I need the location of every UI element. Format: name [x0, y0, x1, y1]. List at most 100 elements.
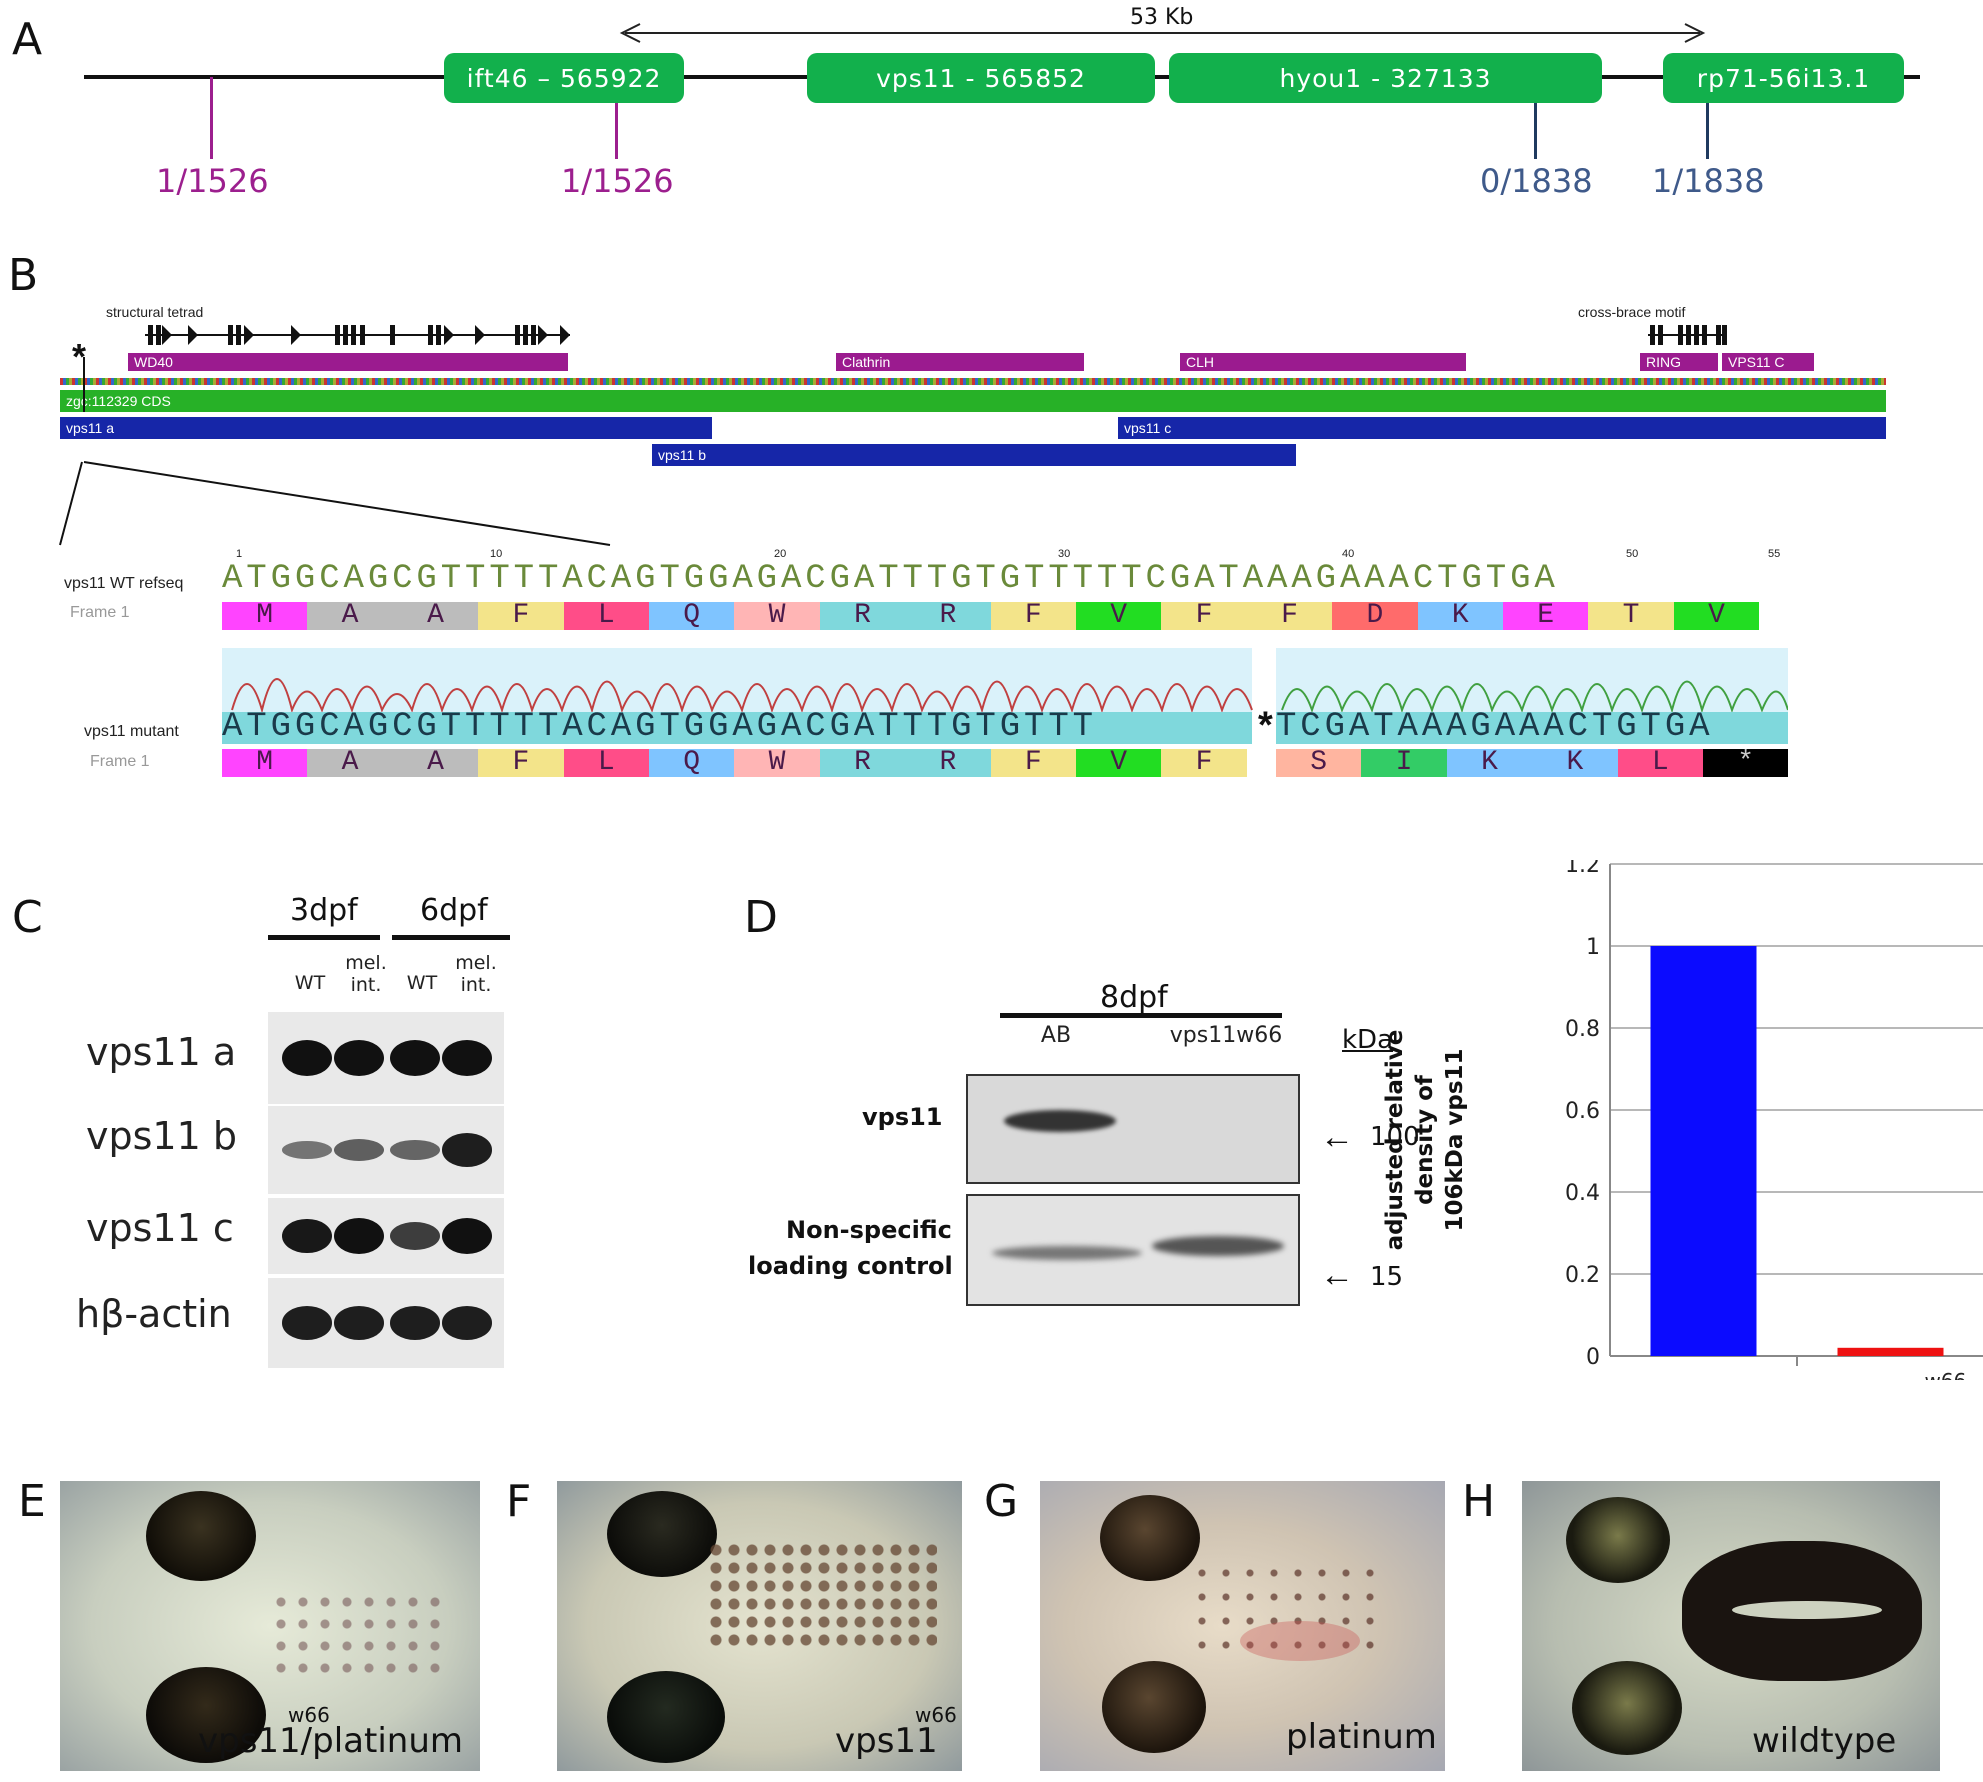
blot-stage: 8dpf — [1100, 980, 1168, 1015]
marker-arrow-100: ← — [1320, 1118, 1354, 1156]
x-category-superscript: w66 — [1925, 1369, 1967, 1380]
loading-band — [992, 1246, 1142, 1260]
zoom-lines — [59, 357, 611, 546]
y-tick-label: 0.6 — [1565, 1099, 1600, 1124]
stage-3dpf: 3dpf — [290, 893, 358, 928]
domain-clathrin: Clathrin — [836, 353, 1084, 371]
y-tick-label: 0.8 — [1565, 1017, 1600, 1042]
amino-acid-cell: K — [1446, 749, 1533, 777]
amino-acid-cell: I — [1361, 749, 1447, 777]
marker-tick-1 — [210, 77, 213, 159]
gel-band — [442, 1133, 492, 1167]
amino-acid-cell: A — [307, 749, 393, 777]
y-tick-label: 0.2 — [1565, 1263, 1600, 1288]
gut-pigment — [1240, 1621, 1360, 1661]
bar — [1837, 1347, 1944, 1356]
mutant-aa-track-2: S I K K L * — [1276, 749, 1789, 777]
panel-d-letter: D — [744, 892, 778, 943]
chart-area: 00.20.40.60.811.2ABvps11w66 — [1554, 853, 1983, 1408]
gel-band — [282, 1040, 332, 1076]
mutation-site-asterisk: * — [1254, 708, 1277, 751]
gene-vps11: vps11 - 565852 — [807, 53, 1155, 103]
eye — [146, 1491, 256, 1581]
cds-bar: zgc:112329 CDS — [60, 390, 1886, 412]
photo-caption: vps11 — [835, 1721, 938, 1761]
amino-acid-cell: R — [905, 602, 991, 630]
amino-acid-cell: L — [563, 602, 649, 630]
recombinant-label: 1/1526 — [156, 162, 269, 200]
amino-acid-cell: * — [1703, 749, 1789, 777]
amino-acid-cell: T — [1588, 602, 1674, 630]
bar-chart: 00.20.40.60.811.2ABvps11w66 — [1565, 853, 1983, 1408]
panel-e-letter: E — [18, 1476, 46, 1527]
eye — [607, 1491, 717, 1577]
gel-band — [390, 1040, 440, 1076]
amino-acid-cell: D — [1332, 602, 1418, 630]
fragment-vps11b: vps11 b — [652, 444, 1296, 466]
amino-acid-cell: A — [392, 602, 479, 630]
sequence-ruler — [60, 378, 1886, 385]
bar — [1650, 946, 1757, 1356]
recombinant-label: 0/1838 — [1480, 162, 1593, 200]
domain-vps11c: VPS11 C — [1722, 353, 1814, 371]
gel-band — [334, 1040, 384, 1076]
stage-bar-3dpf — [268, 935, 380, 940]
amino-acid-cell: Q — [649, 602, 735, 630]
marker-arrow-15: ← — [1320, 1256, 1354, 1294]
eye — [1566, 1497, 1670, 1583]
larva-photo-g: platinum — [1040, 1481, 1445, 1771]
lane-label: mel. int. — [345, 952, 387, 996]
gel-band — [442, 1040, 492, 1076]
amino-acid-cell: E — [1503, 602, 1589, 630]
amino-acid-cell: F — [1246, 602, 1333, 630]
gel-row-label: hβ-actin — [76, 1292, 232, 1336]
amino-acid-cell: V — [1076, 602, 1162, 630]
gel-band — [334, 1218, 384, 1254]
panel-g-letter: G — [984, 1476, 1019, 1527]
marker-tick-4 — [1706, 103, 1709, 159]
y-tick-label: 0 — [1586, 1345, 1600, 1370]
marker-tick-3 — [1534, 103, 1537, 159]
chromatogram — [222, 648, 1789, 718]
distance-label: 53 Kb — [1130, 5, 1194, 30]
melanophores — [1190, 1561, 1390, 1661]
gel-band — [334, 1306, 384, 1340]
amino-acid-cell: F — [478, 749, 564, 777]
chart-ylabel: adjusted relative density of 106kDa vps1… — [1382, 1029, 1468, 1251]
blot-band-ab — [1004, 1110, 1116, 1132]
amino-acid-cell: F — [478, 602, 564, 630]
seq-ruler-ticks: 1 10 20 30 40 50 55 — [236, 548, 1781, 560]
gel-strip — [268, 1278, 504, 1368]
amino-acid-cell: M — [222, 602, 308, 630]
wt-frame-label: Frame 1 — [70, 604, 130, 621]
amino-acid-cell: F — [1161, 749, 1247, 777]
panel-c-letter: C — [12, 892, 43, 943]
midline — [1732, 1601, 1882, 1619]
stage-bar-6dpf — [392, 935, 510, 940]
gel-band — [282, 1218, 332, 1254]
mutant-seq-bg-2 — [1276, 712, 1788, 744]
amino-acid-cell: R — [819, 749, 906, 777]
amino-acid-cell: V — [1076, 749, 1162, 777]
gel-band — [334, 1139, 384, 1161]
amino-acid-cell: S — [1276, 749, 1362, 777]
larva-photo-f: vps11 w66 — [557, 1481, 962, 1771]
fragment-vps11c: vps11 c — [1118, 417, 1886, 439]
panel-f-letter: F — [506, 1476, 532, 1527]
photo-caption: vps11/platinum — [198, 1721, 463, 1761]
stage-6dpf: 6dpf — [420, 893, 488, 928]
photo-caption: platinum — [1286, 1717, 1437, 1757]
amino-acid-cell: Q — [649, 749, 735, 777]
marker-100: 100 — [1370, 1122, 1420, 1152]
mutation-asterisk: * — [72, 336, 87, 377]
gel-strip — [268, 1106, 504, 1194]
gel-band — [282, 1306, 332, 1340]
lane-label: WT — [406, 972, 438, 994]
amino-acid-cell: W — [734, 602, 820, 630]
motif-track — [145, 325, 1727, 345]
y-tick-label: 0.4 — [1565, 1181, 1600, 1206]
cross-brace-label: cross-brace motif — [1578, 304, 1686, 320]
amino-acid-cell: A — [307, 602, 393, 630]
